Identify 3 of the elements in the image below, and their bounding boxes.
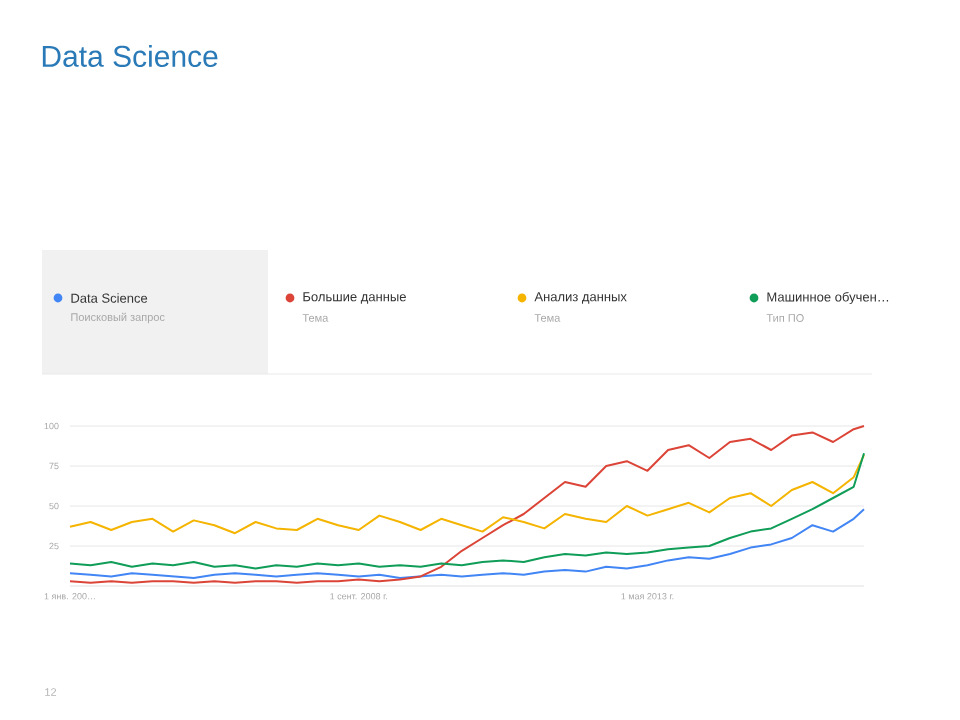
line-series [69,452,866,570]
line-series [69,453,866,535]
chart-title: Data Science [42,44,218,67]
